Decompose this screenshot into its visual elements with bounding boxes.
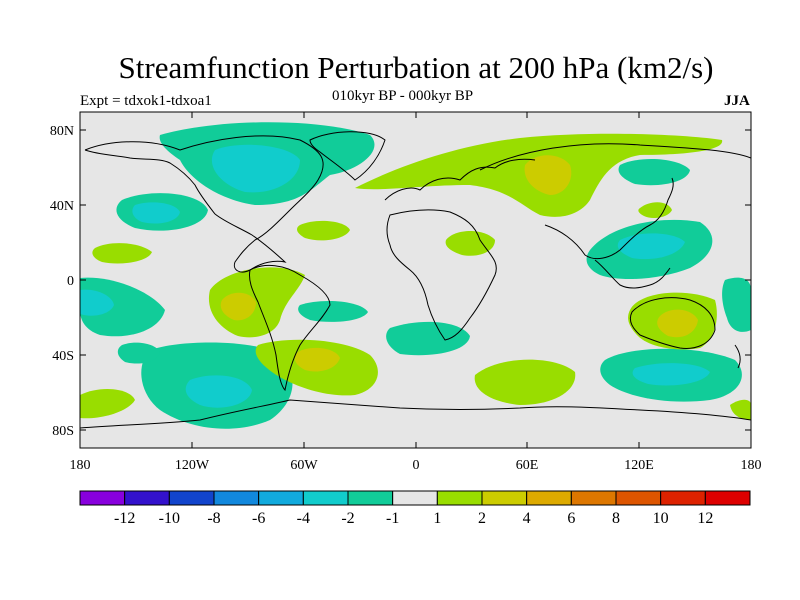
coastline-europe — [384, 158, 536, 201]
colorbar-swatch — [392, 490, 438, 506]
contour-pos-tropical-atlantic-west — [92, 243, 152, 264]
x-tick-label: 180 — [741, 458, 762, 473]
colorbar-label: 10 — [653, 510, 669, 527]
coastline-new-zealand — [734, 344, 741, 369]
contour-neg-east-pacific — [80, 277, 165, 337]
season-label: JJA — [724, 93, 750, 109]
chart-title: Streamfunction Perturbation at 200 hPa (… — [118, 50, 714, 85]
colorbar-label: -2 — [341, 510, 354, 527]
colorbar-swatch — [124, 490, 170, 506]
experiment-label: Expt = tdxok1-tdxoa1 — [80, 93, 212, 109]
x-tick-label: 60W — [290, 458, 318, 473]
colorbar-label: 12 — [697, 510, 713, 527]
y-tick-label: 0 — [67, 274, 74, 289]
contour-pos-indian-ocean — [474, 359, 576, 405]
coastlines — [80, 131, 751, 429]
y-tick-label: 80N — [50, 124, 74, 139]
contour-neg-south-atlantic — [386, 321, 470, 356]
contour-pos-middle-east — [445, 231, 495, 256]
colorbar-swatch — [258, 490, 304, 506]
colorbar-swatch — [704, 490, 751, 506]
coastline-australia — [629, 297, 716, 349]
colorbar-label: 8 — [612, 510, 620, 527]
colorbar-swatch — [302, 490, 349, 506]
colorbar-swatch — [213, 490, 260, 506]
y-tick-label: 80S — [52, 424, 74, 439]
contour-neg-far-east-pacific — [722, 277, 751, 332]
colorbar-swatch — [347, 490, 394, 506]
contour-pos4-south-atlantic — [294, 347, 340, 372]
colorbar-label: 2 — [478, 510, 486, 527]
colorbar-label: -1 — [386, 510, 399, 527]
contour-pos-far-southwest — [730, 399, 751, 420]
colorbar-swatch — [570, 490, 617, 506]
coastline-north-america — [84, 135, 324, 273]
contour-neg-south-pacific — [117, 342, 160, 364]
colorbar-swatch — [436, 490, 483, 506]
x-tick-label: 0 — [413, 458, 420, 473]
colorbar-swatch — [526, 490, 572, 506]
contour-neg-southern-indian — [298, 300, 368, 322]
coastline-antarctica — [80, 399, 751, 429]
coastline-southeast-asia — [594, 259, 671, 289]
contour-neg4-southeast-pacific — [185, 375, 252, 408]
contour-fields — [80, 122, 751, 429]
colorbar-label: -6 — [252, 510, 265, 527]
coastline-asia — [479, 143, 751, 260]
x-tick-label: 120E — [624, 458, 654, 473]
contour-pos-tropical-south-america — [208, 267, 305, 338]
colorbar-label: 6 — [567, 510, 575, 527]
y-axis-ticks — [80, 129, 751, 431]
colorbar-swatch — [168, 490, 215, 506]
contour-pos4-south-america — [220, 292, 256, 321]
colorbar-label: 1 — [433, 510, 441, 527]
contour-neg4-nw-pacific — [617, 233, 685, 260]
contour-neg4-north-pacific — [132, 202, 180, 224]
colorbar-label: -10 — [159, 510, 180, 527]
contour-pos-east-asia — [638, 202, 672, 218]
colorbar: -12 -10 -8 -6 -4 -2 -1 1 2 4 6 8 10 12 — [79, 490, 751, 527]
contour-pos4-australia — [657, 309, 698, 338]
x-axis-ticks — [79, 112, 752, 448]
y-tick-label: 40N — [50, 199, 74, 214]
contour-pos4-central-asia — [524, 155, 572, 195]
coastline-south-america — [249, 264, 331, 392]
x-tick-label: 120W — [175, 458, 210, 473]
colorbar-label: -8 — [207, 510, 220, 527]
contour-pos-central-atlantic — [297, 220, 350, 241]
colorbar-swatch — [660, 490, 706, 506]
contour-neg4-south-australia — [632, 363, 710, 386]
colorbar-label: -4 — [297, 510, 310, 527]
colorbar-label: 4 — [523, 510, 531, 527]
contour-neg4-north-america — [211, 144, 300, 193]
coastline-africa — [386, 209, 497, 341]
y-tick-label: 40S — [52, 349, 74, 364]
contour-neg4-east-pacific — [80, 289, 114, 316]
x-tick-label: 180 — [70, 458, 91, 473]
period-label: 010kyr BP - 000kyr BP — [332, 88, 474, 104]
x-tick-label: 60E — [516, 458, 539, 473]
colorbar-swatch — [79, 490, 126, 506]
colorbar-swatch — [481, 490, 528, 506]
coastline-greenland — [309, 131, 386, 181]
colorbar-label: -12 — [114, 510, 135, 527]
colorbar-swatch — [615, 490, 662, 506]
contour-pos-far-southeast — [80, 388, 135, 419]
